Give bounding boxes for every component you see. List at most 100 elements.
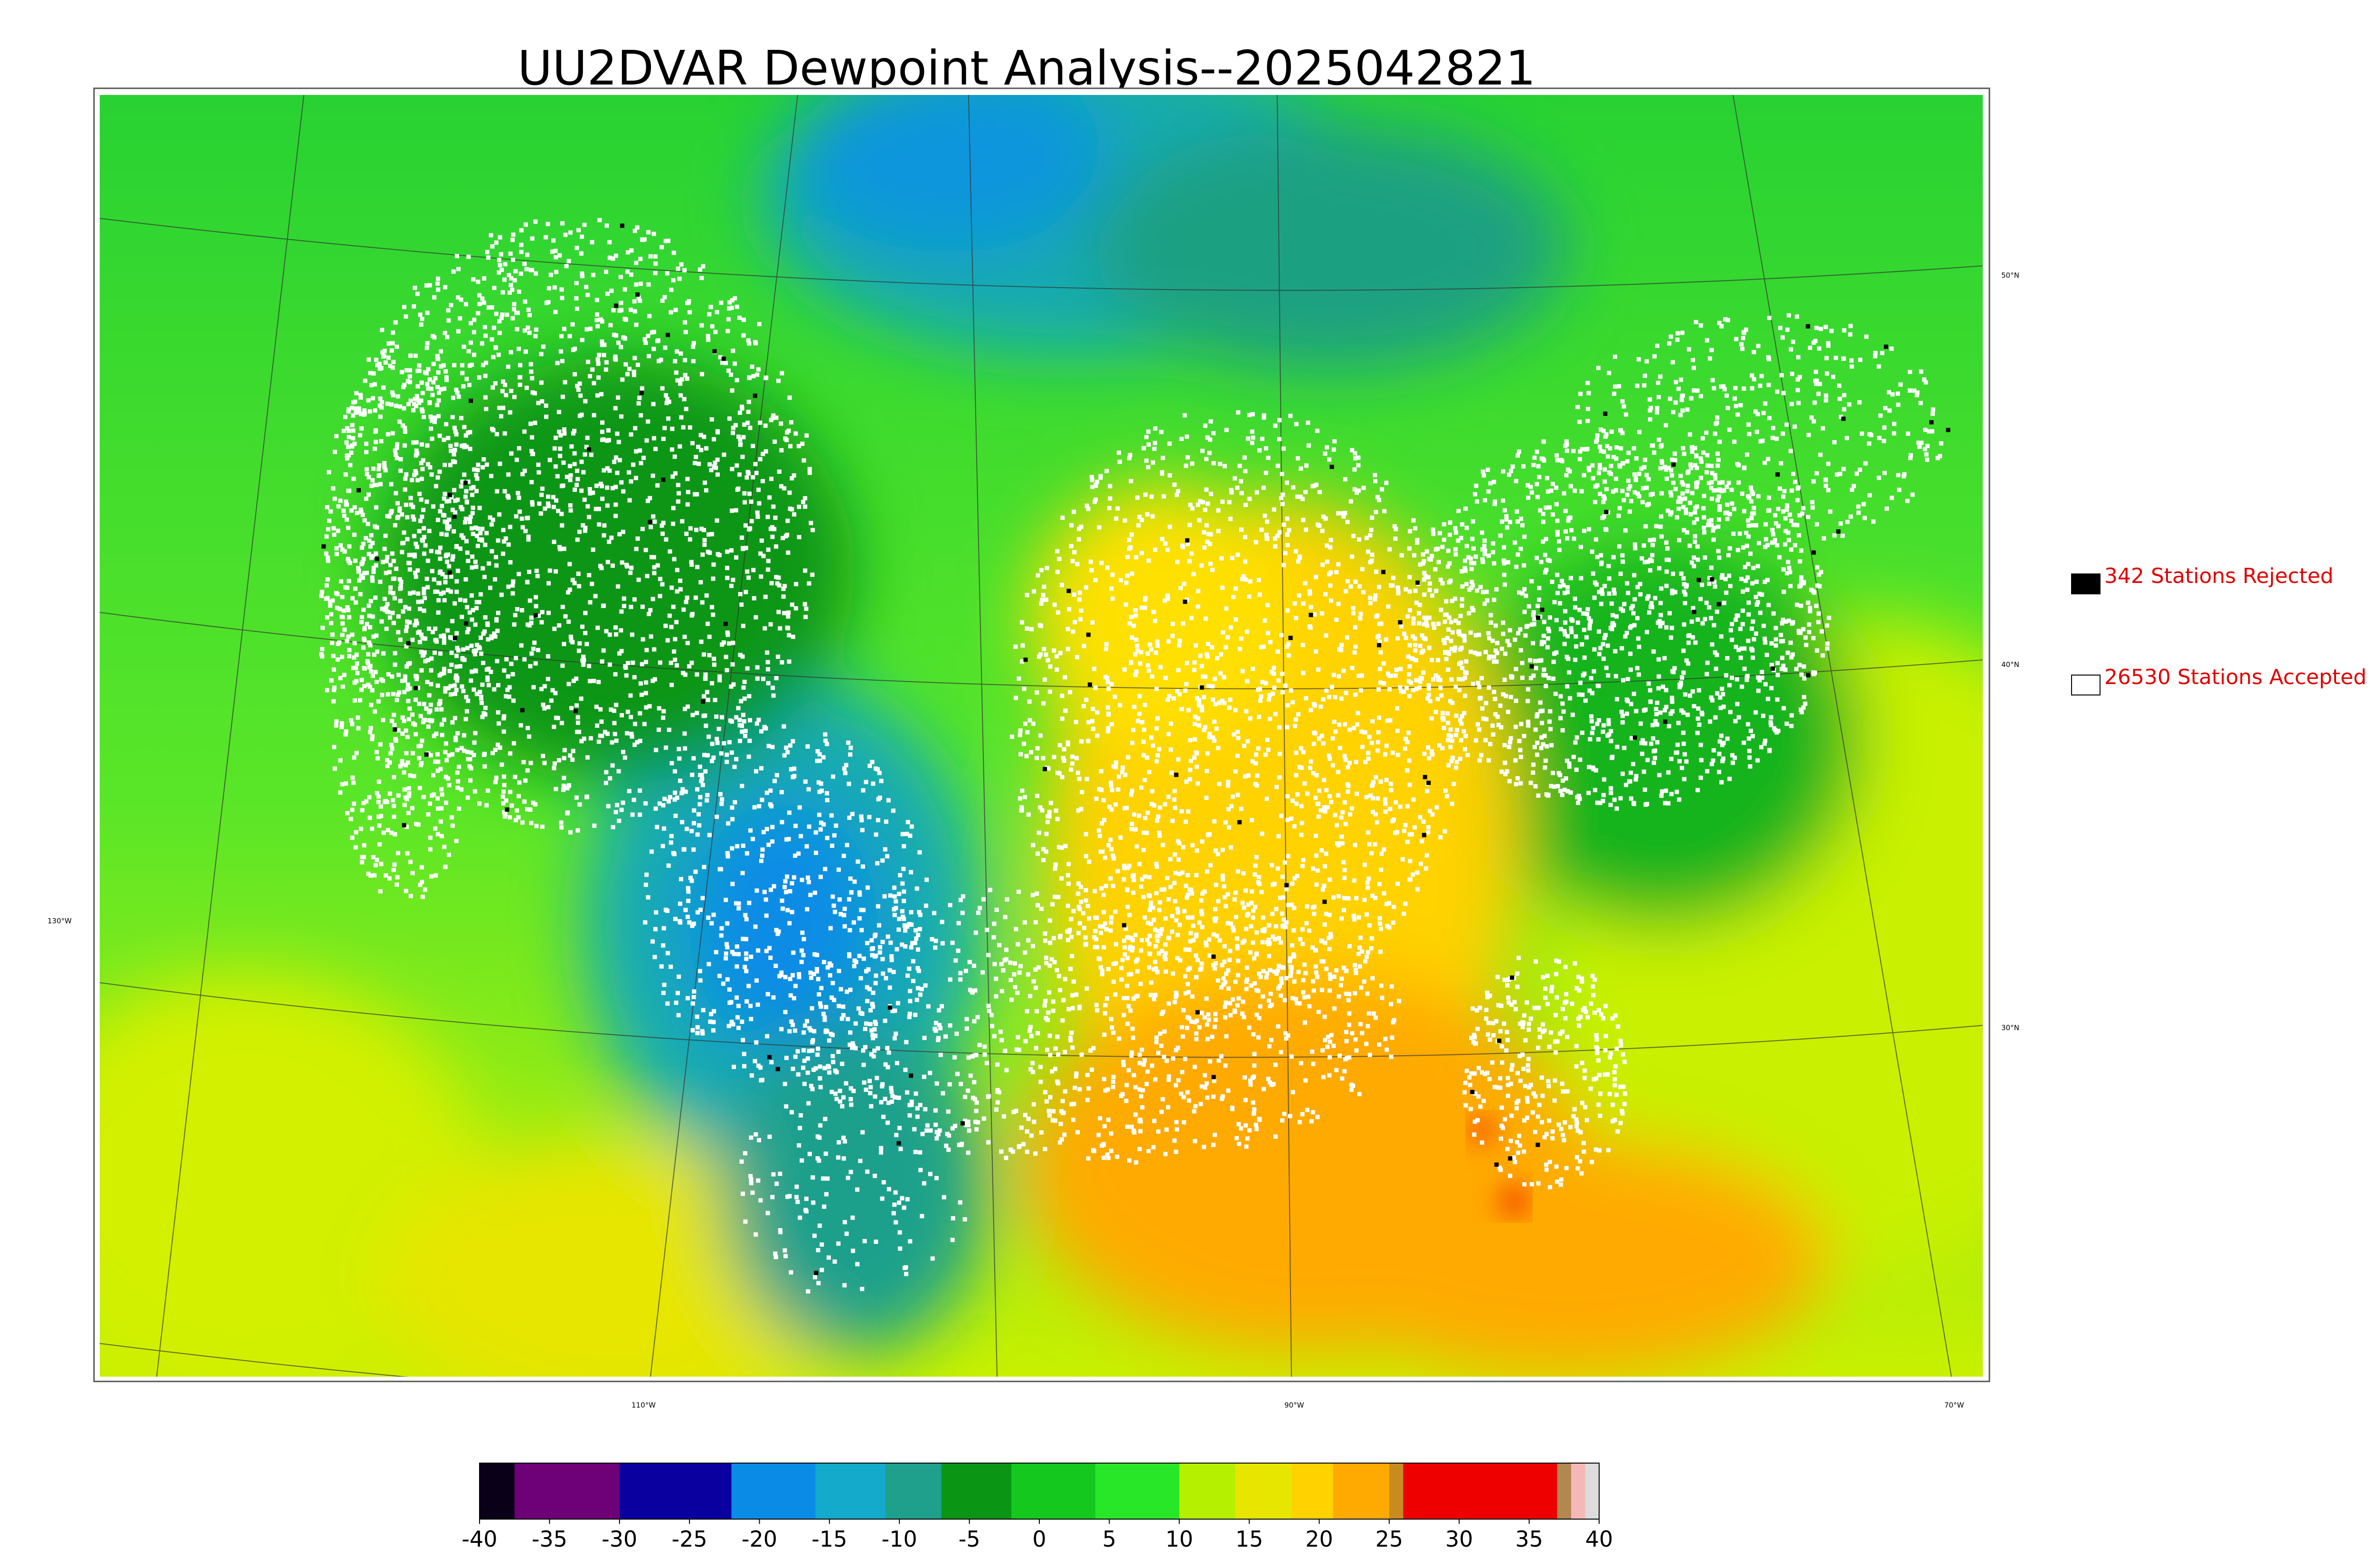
accepted-station-dot: [531, 647, 536, 651]
accepted-station-dot: [1210, 568, 1215, 572]
accepted-station-dot: [1418, 679, 1423, 684]
accepted-station-dot: [1525, 624, 1530, 628]
accepted-station-dot: [1153, 959, 1158, 964]
accepted-station-dot: [1574, 644, 1579, 649]
accepted-station-dot: [1272, 666, 1276, 670]
accepted-station-dot: [438, 545, 443, 550]
accepted-station-dot: [528, 807, 533, 812]
accepted-station-dot: [727, 740, 732, 744]
accepted-station-dot: [1693, 640, 1698, 645]
accepted-station-dot: [667, 613, 672, 618]
accepted-station-dot: [463, 494, 468, 499]
accepted-station-dot: [1205, 652, 1209, 657]
accepted-station-dot: [1019, 1125, 1024, 1130]
accepted-station-dot: [1211, 963, 1215, 967]
accepted-station-dot: [464, 539, 469, 544]
accepted-station-dot: [1459, 738, 1463, 742]
accepted-station-dot: [964, 1123, 969, 1127]
accepted-station-dot: [1056, 1052, 1061, 1057]
accepted-station-dot: [1152, 803, 1157, 808]
accepted-station-dot: [634, 449, 639, 454]
accepted-station-dot: [1018, 728, 1023, 733]
accepted-station-dot: [1464, 671, 1469, 676]
accepted-station-dot: [1194, 1037, 1199, 1042]
accepted-station-dot: [1517, 590, 1521, 595]
accepted-station-dot: [1572, 536, 1576, 541]
accepted-station-dot: [1071, 909, 1076, 913]
accepted-station-dot: [1377, 916, 1382, 920]
accepted-station-dot: [1240, 940, 1245, 945]
accepted-station-dot: [1197, 703, 1201, 708]
accepted-station-dot: [710, 605, 714, 610]
accepted-station-dot: [1137, 694, 1142, 698]
accepted-station-dot: [1113, 961, 1118, 966]
accepted-station-dot: [1040, 808, 1045, 813]
accepted-station-dot: [436, 517, 440, 522]
accepted-station-dot: [646, 334, 650, 338]
accepted-station-dot: [417, 702, 422, 706]
accepted-station-dot: [1109, 780, 1113, 785]
accepted-station-dot: [1102, 1077, 1106, 1081]
accepted-station-dot: [1487, 654, 1492, 659]
accepted-station-dot: [1102, 798, 1106, 803]
accepted-station-dot: [1458, 647, 1463, 652]
accepted-station-dot: [1158, 1031, 1162, 1036]
accepted-station-dot: [1084, 777, 1089, 781]
accepted-station-dot: [1756, 494, 1761, 498]
accepted-station-dot: [605, 466, 610, 470]
accepted-station-dot: [1728, 584, 1733, 588]
accepted-station-dot: [1358, 616, 1363, 621]
accepted-station-dot: [1531, 463, 1536, 468]
accepted-station-dot: [1017, 796, 1022, 801]
accepted-station-dot: [609, 707, 613, 712]
accepted-station-dot: [1121, 765, 1125, 770]
accepted-station-dot: [725, 549, 730, 554]
accepted-station-dot: [1290, 943, 1295, 948]
accepted-station-dot: [1208, 419, 1213, 424]
accepted-station-dot: [404, 728, 408, 733]
accepted-station-dot: [528, 313, 532, 318]
accepted-station-dot: [1185, 1090, 1190, 1095]
accepted-station-dot: [629, 715, 633, 719]
accepted-station-dot: [594, 298, 599, 302]
accepted-station-dot: [517, 794, 521, 798]
accepted-station-dot: [1258, 698, 1262, 703]
accepted-station-dot: [547, 568, 552, 573]
accepted-station-dot: [1198, 499, 1203, 504]
accepted-station-dot: [554, 498, 558, 503]
dewpoint-map: 110°W 90°W 70°W 130°W 50°N 40°N 30°N: [47, 87, 2019, 1409]
accepted-station-dot: [1476, 722, 1480, 727]
accepted-station-dot: [1825, 646, 1829, 651]
accepted-station-dot: [1620, 720, 1625, 725]
accepted-station-dot: [1031, 843, 1036, 847]
accepted-station-dot: [499, 316, 504, 320]
accepted-station-dot: [1531, 770, 1536, 775]
accepted-station-dot: [1587, 527, 1592, 532]
accepted-station-dot: [1347, 761, 1352, 765]
accepted-station-dot: [1252, 956, 1256, 961]
accepted-station-dot: [1110, 596, 1115, 601]
accepted-station-dot: [1370, 719, 1375, 723]
accepted-station-dot: [668, 549, 672, 554]
accepted-station-dot: [1709, 616, 1714, 620]
accepted-station-dot: [1155, 753, 1160, 758]
accepted-station-dot: [1035, 891, 1039, 896]
accepted-station-dot: [805, 1070, 810, 1075]
accepted-station-dot: [587, 487, 592, 491]
accepted-station-dot: [785, 430, 790, 435]
accepted-station-dot: [731, 578, 735, 582]
accepted-station-dot: [1482, 552, 1487, 556]
accepted-station-dot: [1142, 597, 1147, 602]
accepted-station-dot: [1477, 685, 1482, 689]
accepted-station-dot: [1664, 467, 1668, 472]
accepted-station-dot: [1363, 959, 1367, 964]
accepted-station-dot: [652, 647, 657, 652]
accepted-station-dot: [1573, 605, 1577, 610]
accepted-station-dot: [1175, 492, 1179, 497]
accepted-station-dot: [1712, 623, 1716, 628]
accepted-station-dot: [1447, 561, 1452, 566]
accepted-station-dot: [592, 823, 597, 828]
accepted-station-dot: [417, 640, 422, 644]
accepted-station-dot: [1082, 926, 1086, 930]
accepted-station-dot: [1554, 502, 1559, 507]
